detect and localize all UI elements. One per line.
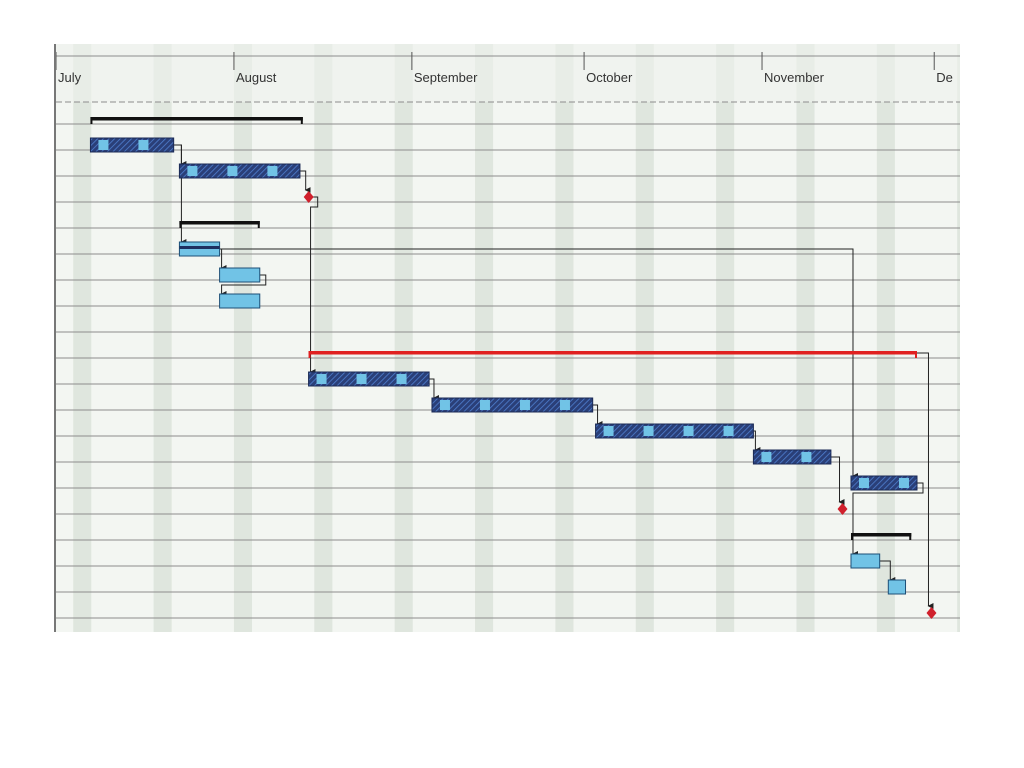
week-stripe <box>233 44 253 632</box>
timescale-band <box>56 44 960 102</box>
task-bar-hatched <box>595 423 754 439</box>
progress-marker <box>479 400 490 410</box>
progress-marker <box>396 374 407 384</box>
task-bar-hatched <box>431 397 594 413</box>
progress-marker <box>439 400 450 410</box>
progress-marker <box>138 140 149 150</box>
progress-marker <box>801 452 812 462</box>
month-label: September <box>414 70 478 85</box>
milestone-diamond <box>303 191 314 203</box>
summary-bar <box>850 533 912 537</box>
month-label: August <box>236 70 277 85</box>
progress-marker <box>603 426 614 436</box>
progress-marker <box>858 478 869 488</box>
critical-summary-bar <box>308 351 917 355</box>
progress-marker <box>723 426 734 436</box>
month-label: July <box>58 70 82 85</box>
dependency-link <box>299 170 311 193</box>
month-label: October <box>586 70 633 85</box>
task-bar-hatched <box>752 449 832 465</box>
progress-marker <box>643 426 654 436</box>
task-bar <box>219 267 261 283</box>
task-bars-layer <box>89 117 937 619</box>
progress-marker <box>356 374 367 384</box>
progress-marker <box>761 452 772 462</box>
task-bar <box>850 553 881 569</box>
milestone-diamond <box>837 503 848 515</box>
task-bar-hatched <box>308 371 430 387</box>
timescale-header: July August September October November De <box>56 44 960 103</box>
week-shading-layer <box>73 44 960 632</box>
dependency-link <box>879 560 896 583</box>
week-stripe <box>73 44 92 632</box>
month-label: November <box>764 70 825 85</box>
gantt-chart-panel: July August September October November De <box>54 44 960 632</box>
dependency-link <box>592 404 603 427</box>
progress-marker <box>683 426 694 436</box>
task-progress-bar <box>179 246 220 249</box>
summary-bar <box>90 117 303 121</box>
progress-marker <box>267 166 278 176</box>
week-stripe <box>876 44 895 632</box>
milestone-diamond <box>926 607 937 619</box>
task-bar-hatched <box>89 137 175 153</box>
dependency-link <box>851 482 924 557</box>
week-stripe <box>555 44 574 632</box>
progress-marker <box>227 166 238 176</box>
row-gridlines-layer <box>56 123 960 619</box>
task-bar <box>219 293 261 309</box>
gantt-chart-canvas: July August September October November De <box>56 44 960 632</box>
dependency-link <box>753 430 761 453</box>
week-stripe <box>635 44 654 632</box>
dependency-link <box>309 196 319 375</box>
progress-marker <box>898 478 909 488</box>
week-stripe <box>475 44 494 632</box>
month-label: De <box>936 70 953 85</box>
dependency-link <box>173 144 187 245</box>
progress-marker <box>98 140 109 150</box>
week-stripe <box>314 44 333 632</box>
task-bar-hatched <box>178 163 301 179</box>
week-stripe <box>394 44 413 632</box>
dependency-links-layer <box>173 144 934 609</box>
summary-bar <box>179 221 260 225</box>
week-stripe <box>796 44 815 632</box>
dependency-link <box>917 352 934 609</box>
dependency-link <box>830 456 845 505</box>
dependency-link <box>429 378 439 401</box>
progress-marker <box>559 400 570 410</box>
progress-marker <box>187 166 198 176</box>
task-bar <box>887 579 907 595</box>
dependency-link <box>220 274 267 297</box>
week-stripe <box>716 44 735 632</box>
progress-marker <box>519 400 530 410</box>
dependency-link <box>219 248 858 479</box>
progress-marker <box>316 374 327 384</box>
week-stripe <box>153 44 172 632</box>
week-stripe <box>957 44 960 632</box>
dependency-link <box>173 144 187 167</box>
